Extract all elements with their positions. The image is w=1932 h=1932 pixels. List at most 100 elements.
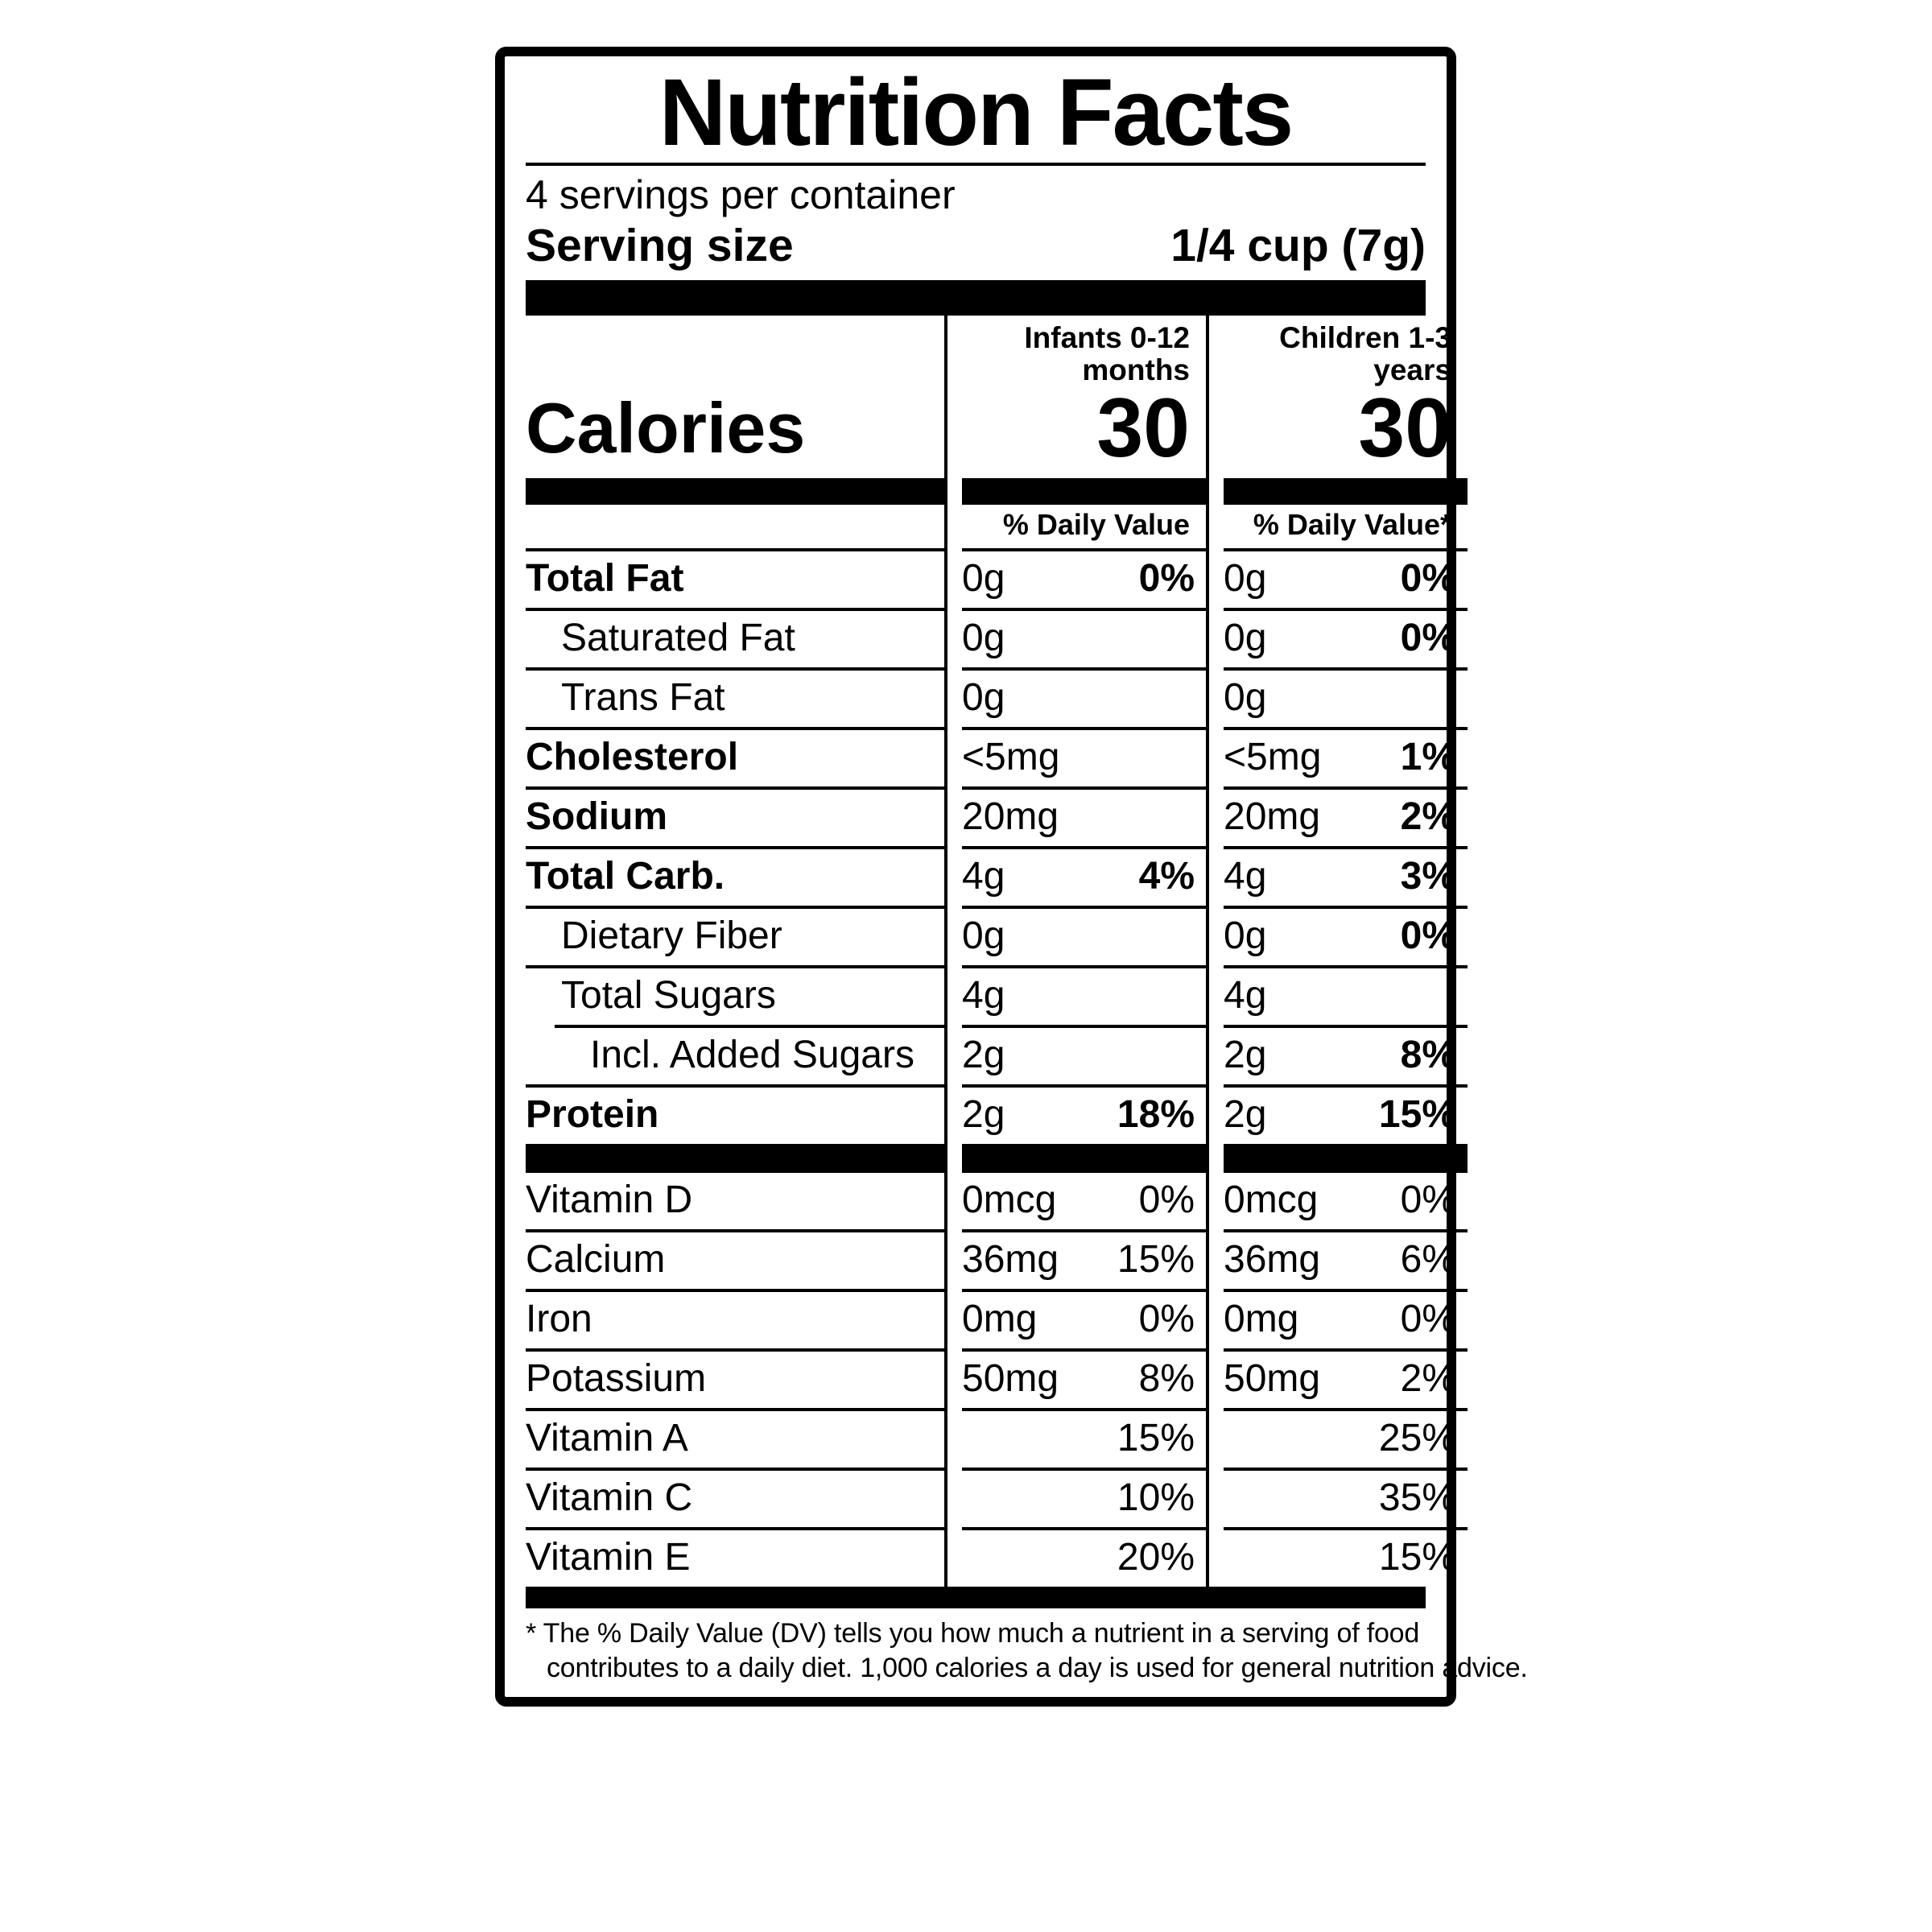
nutrient-amount: 0mcg [962, 1179, 1057, 1222]
table-row: Dietary Fiber 0g 0g 0% [526, 909, 1456, 966]
nutrient-amount: 20mg [962, 795, 1059, 839]
calories-value-infants: 30 [1096, 382, 1190, 476]
table-row: Calcium 36mg 15% 36mg 6% [526, 1232, 1456, 1290]
nutrient-percent: 18% [1117, 1093, 1195, 1137]
nutrient-percent: 6% [1400, 1238, 1456, 1282]
nutrient-amount: 0g [1224, 617, 1267, 660]
col2-head-line1: Children 1-3 [1279, 321, 1451, 355]
nutrient-amount: 4g [962, 855, 1005, 898]
nutrient-cell-infants: <5mg [944, 730, 1206, 787]
nutrient-percent: 4% [1138, 855, 1195, 898]
page-title: Nutrition Facts [658, 60, 1294, 166]
row-separator [526, 727, 1468, 731]
column-header-infants: Infants 0-12 months [944, 316, 1206, 387]
nutrient-name: Total Carb. [526, 855, 725, 898]
nutrient-percent: 25% [1378, 1417, 1456, 1460]
nutrient-percent: 0% [1138, 1179, 1195, 1222]
nutrient-cell-children: 50mg 2% [1206, 1352, 1468, 1409]
footnote-line-1: * The % Daily Value (DV) tells you how m… [526, 1618, 1420, 1649]
nutrient-amount: 0mg [962, 1298, 1038, 1341]
row-separator [526, 1289, 1468, 1293]
row-separator [526, 846, 1468, 850]
row-separator [526, 1527, 1468, 1531]
nutrient-amount: 2g [962, 1034, 1005, 1077]
dv-header-children: % Daily Value* [1253, 508, 1451, 542]
calories-divider-bar [526, 478, 1468, 506]
nutrient-percent: 2% [1400, 1357, 1456, 1401]
nutrient-cell-children: <5mg 1% [1206, 730, 1468, 787]
nutrient-name: Vitamin A [526, 1417, 688, 1460]
nutrient-percent: 0% [1400, 1298, 1456, 1341]
row-separator [526, 1025, 1468, 1029]
footnote-line-2: contributes to a daily diet. 1,000 calor… [547, 1653, 1528, 1684]
dv-header-infants: % Daily Value [1002, 508, 1190, 542]
nutrient-amount: 0g [1224, 914, 1267, 958]
table-row: Sodium 20mg 20mg 2% [526, 790, 1456, 847]
nutrient-cell-children: 2g 8% [1206, 1028, 1468, 1085]
nutrient-cell-infants: 0g [944, 671, 1206, 728]
nutrient-percent: 3% [1400, 855, 1456, 898]
table-row: Total Carb. 4g 4% 4g 3% [526, 849, 1456, 906]
nutrient-amount: 4g [962, 974, 1005, 1018]
nutrient-amount: 4g [1224, 974, 1267, 1018]
nutrient-amount: 2g [1224, 1093, 1267, 1137]
micronutrient-table: Vitamin D 0mcg 0% 0mcg 0% Calcium 36mg 15% 36mg 6… [526, 1173, 1468, 1587]
col1-head-line2: months [1082, 353, 1190, 387]
nutrient-cell-infants: 0g [944, 611, 1206, 668]
nutrient-cell-infants: 4g 4% [944, 849, 1206, 906]
nutrient-percent: 1% [1400, 736, 1456, 779]
table-row: Vitamin E 20% 15% [526, 1530, 1456, 1587]
column-header-children: Children 1-3 years [1206, 316, 1468, 387]
nutrient-name: Protein [526, 1093, 659, 1137]
nutrient-name: Cholesterol [526, 736, 739, 779]
row-separator [526, 548, 1468, 552]
nutrient-percent: 2% [1400, 795, 1456, 839]
nutrient-cell-infants: 20mg [944, 790, 1206, 847]
nutrient-name: Iron [526, 1298, 592, 1341]
table-row: Vitamin D 0mcg 0% 0mcg 0% [526, 1173, 1456, 1230]
nutrient-cell-children: 4g 3% [1206, 849, 1468, 906]
nutrient-cell-infants: 2g 18% [944, 1088, 1206, 1145]
nutrient-amount: 20mg [1224, 795, 1321, 839]
nutrient-name: Vitamin E [526, 1536, 691, 1579]
table-row: Vitamin A 15% 25% [526, 1411, 1456, 1468]
column-header-spacer [526, 316, 944, 386]
nutrient-cell-children: 20mg 2% [1206, 790, 1468, 847]
nutrient-name: Trans Fat [561, 676, 725, 720]
nutrient-cell-children: 35% [1206, 1471, 1468, 1528]
nutrient-percent: 0% [1400, 1179, 1456, 1222]
nutrient-cell-infants: 15% [944, 1411, 1206, 1468]
nutrient-cell-children: 25% [1206, 1411, 1468, 1468]
nutrient-name: Total Sugars [561, 974, 776, 1018]
nutrient-cell-children: 0g 0% [1206, 909, 1468, 966]
nutrient-cell-children: 15% [1206, 1530, 1468, 1587]
nutrient-amount: 4g [1224, 855, 1267, 898]
nutrient-name: Vitamin C [526, 1476, 693, 1520]
nutrient-amount: 2g [1224, 1034, 1267, 1077]
nutrient-amount: 50mg [962, 1357, 1059, 1401]
calories-label: Calories [526, 388, 806, 469]
nutrient-amount: 0g [962, 676, 1005, 720]
nutrient-amount: <5mg [962, 736, 1060, 779]
nutrient-cell-children: 0g 0% [1206, 611, 1468, 668]
nutrient-percent: 0% [1138, 557, 1195, 601]
row-separator [526, 608, 1468, 612]
nutrient-amount: 0g [1224, 676, 1267, 720]
table-row: Cholesterol <5mg <5mg 1% [526, 730, 1456, 787]
nutrient-cell-infants: 4g [944, 968, 1206, 1026]
row-separator [526, 1229, 1468, 1233]
nutrient-percent: 8% [1138, 1357, 1195, 1401]
nutrient-percent: 15% [1117, 1417, 1195, 1460]
row-separator [526, 1348, 1468, 1352]
nutrient-cell-children: 0mcg 0% [1206, 1173, 1468, 1230]
nutrient-amount: 36mg [962, 1238, 1059, 1282]
serving-size-value: 1/4 cup (7g) [1170, 220, 1426, 272]
table-row: Saturated Fat 0g 0g 0% [526, 611, 1456, 668]
nutrient-cell-children: 4g [1206, 968, 1468, 1026]
nutrient-percent: 0% [1400, 617, 1456, 660]
row-separator [526, 667, 1468, 671]
micronutrient-divider-bar [526, 1144, 1468, 1174]
nutrient-cell-children: 0mg 0% [1206, 1292, 1468, 1349]
nutrient-cell-infants: 20% [944, 1530, 1206, 1587]
nutrient-percent: 15% [1378, 1536, 1456, 1579]
